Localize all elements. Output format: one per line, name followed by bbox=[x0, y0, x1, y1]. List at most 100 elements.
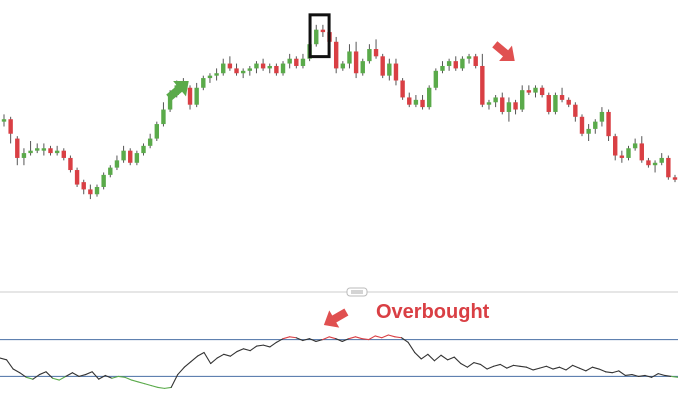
oscillator-segment bbox=[282, 336, 291, 340]
candle-body bbox=[493, 97, 498, 103]
candle-body bbox=[446, 61, 452, 66]
oscillator-segment bbox=[85, 371, 93, 376]
grip-icon[interactable] bbox=[346, 287, 368, 297]
candle-body bbox=[48, 148, 53, 154]
oscillator-segment bbox=[394, 336, 403, 339]
candle-body bbox=[74, 170, 80, 185]
candle-body bbox=[486, 102, 492, 105]
candle-body bbox=[294, 58, 299, 66]
oscillator-segment bbox=[486, 365, 495, 370]
oscillator-segment bbox=[624, 374, 633, 377]
candle-body bbox=[108, 167, 113, 175]
oscillator-segment bbox=[414, 351, 422, 360]
candle-body bbox=[360, 61, 365, 74]
oscillator-segment bbox=[598, 368, 607, 373]
candle-body bbox=[579, 116, 585, 134]
candle-body bbox=[221, 63, 226, 74]
oscillator-segment bbox=[98, 374, 106, 380]
candle-body bbox=[8, 119, 13, 134]
candle-body bbox=[61, 150, 66, 158]
oscillator-segment bbox=[341, 338, 350, 342]
candle-body bbox=[287, 58, 292, 64]
candle-body bbox=[659, 157, 664, 163]
candle-body bbox=[599, 111, 605, 122]
oscillator-segment bbox=[361, 338, 370, 341]
candle-body bbox=[214, 73, 219, 76]
oscillator-segment bbox=[545, 365, 554, 370]
oscillator-segment bbox=[631, 374, 640, 377]
candle-body bbox=[586, 128, 591, 134]
candle-body bbox=[240, 70, 246, 74]
candle-body bbox=[480, 65, 485, 105]
candle-body bbox=[114, 160, 120, 168]
oscillator-segment bbox=[302, 338, 310, 342]
candle-body bbox=[433, 70, 439, 88]
oscillator-segment bbox=[65, 372, 73, 377]
oscillator-segment bbox=[131, 379, 139, 383]
oscillator-segment bbox=[354, 336, 363, 340]
overbought-label: Overbought bbox=[376, 301, 490, 323]
candle-body bbox=[141, 145, 146, 154]
candle-body bbox=[1, 119, 7, 122]
oscillator-segment bbox=[335, 338, 343, 342]
candle-body bbox=[41, 148, 47, 151]
oscillator-segment bbox=[269, 341, 278, 348]
candle-body bbox=[347, 51, 352, 64]
oscillator-segment bbox=[25, 376, 34, 380]
highlight-box bbox=[308, 13, 331, 59]
oscillator-segment bbox=[328, 336, 337, 340]
oscillator-segment bbox=[111, 375, 120, 379]
oscillator-segment bbox=[321, 336, 330, 341]
oscillator-segment bbox=[657, 373, 666, 377]
oscillator-segment bbox=[308, 338, 317, 342]
oscillator-segment bbox=[229, 351, 238, 357]
oscillator-segment bbox=[651, 373, 659, 378]
candle-body bbox=[81, 182, 86, 190]
oscillator-segment bbox=[223, 353, 231, 357]
candle-body bbox=[247, 68, 253, 71]
oscillator-segment bbox=[526, 366, 534, 371]
oscillator-segment bbox=[460, 362, 468, 368]
candle-body bbox=[526, 90, 532, 93]
candle-body bbox=[201, 78, 206, 88]
candle-body bbox=[639, 143, 644, 161]
oscillator-segment bbox=[493, 363, 501, 367]
oscillator-segment bbox=[479, 363, 488, 370]
oscillator-segment bbox=[216, 353, 225, 359]
candle-body bbox=[473, 56, 478, 66]
oscillator-segment bbox=[381, 334, 389, 339]
oscillator-segment bbox=[539, 365, 547, 369]
oscillator-segment bbox=[196, 351, 205, 357]
candle-body bbox=[566, 99, 571, 105]
oscillator-segment bbox=[177, 366, 185, 376]
candle-body bbox=[15, 138, 20, 158]
oscillator-segment bbox=[32, 374, 41, 380]
candle-body bbox=[373, 49, 379, 57]
oscillator-segment bbox=[466, 362, 475, 368]
candle-body bbox=[413, 99, 419, 105]
oscillator-segment bbox=[0, 357, 8, 361]
oscillator-segment bbox=[532, 367, 541, 371]
candle-body bbox=[314, 29, 319, 45]
oscillator-segment bbox=[374, 335, 383, 339]
oscillator-segment bbox=[348, 336, 357, 340]
oscillator-segment bbox=[572, 364, 580, 369]
candle-body bbox=[553, 95, 558, 112]
candle-body bbox=[274, 65, 279, 74]
oscillator-segment bbox=[433, 354, 442, 362]
oscillator-segment bbox=[611, 370, 620, 374]
candle-body bbox=[260, 63, 266, 69]
candle-body bbox=[652, 162, 658, 166]
oscillator-segment bbox=[58, 375, 67, 381]
oscillator-segment bbox=[52, 377, 60, 381]
oscillator-segment bbox=[315, 339, 324, 342]
oscillator-segment bbox=[578, 367, 587, 372]
oscillator-segment bbox=[236, 348, 245, 353]
oscillator-segment bbox=[420, 353, 429, 360]
candle-body bbox=[227, 63, 233, 69]
oscillator-segment bbox=[249, 345, 258, 352]
candle-body bbox=[393, 63, 399, 81]
oscillator-segment bbox=[618, 370, 626, 377]
oscillator-segment bbox=[473, 362, 482, 365]
oscillator-segment bbox=[243, 348, 251, 352]
